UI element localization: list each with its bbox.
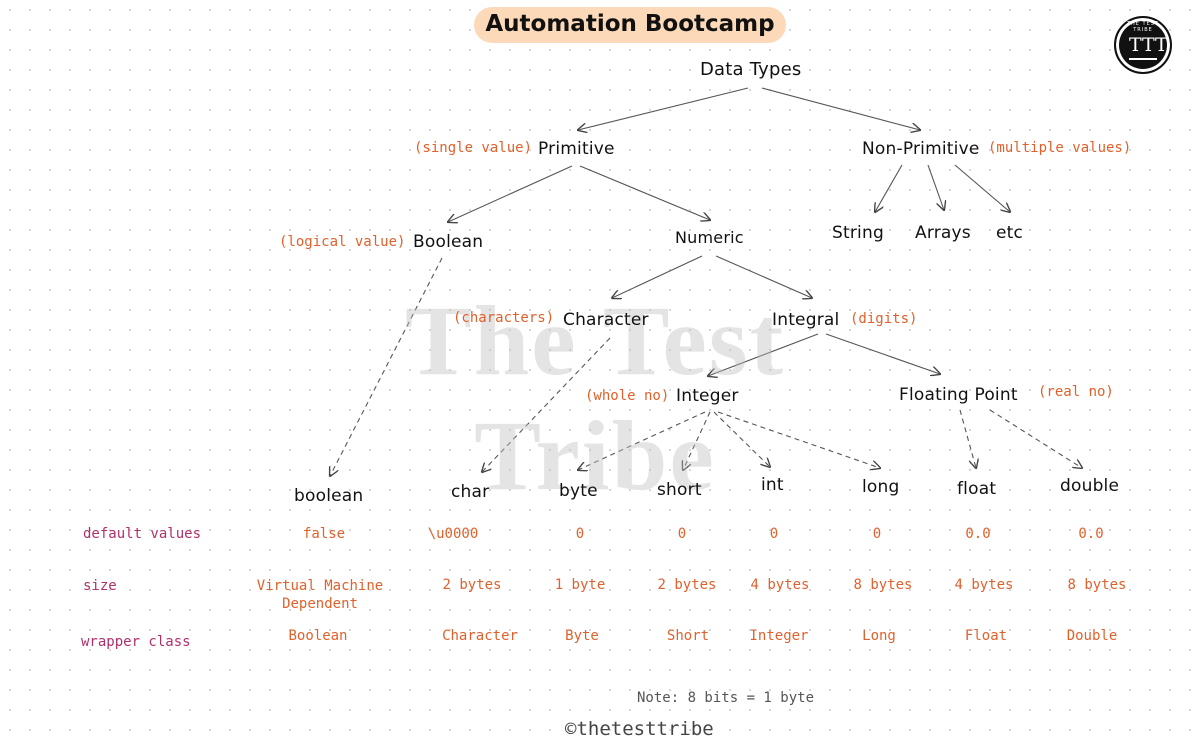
wrapper-char: Character (442, 628, 518, 644)
node-floating-point: Floating Point (899, 385, 1018, 405)
note-real-no: (real no) (1038, 384, 1114, 400)
footer-note: Note: 8 bits = 1 byte (637, 690, 815, 706)
size-short: 2 bytes (657, 577, 717, 593)
note-multiple-values: (multiple values) (988, 140, 1132, 156)
wrapper-double: Double (1066, 628, 1118, 644)
type-long: long (862, 477, 900, 497)
wrapper-boolean: Boolean (288, 628, 348, 644)
node-integer: Integer (676, 386, 739, 406)
edge-root-nonprimitive (761, 87, 920, 130)
brand-logo: THE TEST TRIBE TTT (1114, 16, 1172, 74)
type-int: int (761, 475, 784, 495)
wrapper-float: Float (964, 628, 1008, 644)
node-etc: etc (996, 223, 1024, 243)
page-title: Automation Bootcamp (485, 11, 775, 37)
footer-brand: ©thetesttribe (565, 718, 714, 740)
type-double: double (1060, 476, 1120, 496)
wrapper-int: Integer (749, 628, 809, 644)
node-arrays: Arrays (915, 223, 971, 243)
note-single-value: (single value) (414, 140, 533, 156)
note-characters: (characters) (453, 310, 555, 326)
type-float: float (957, 479, 997, 499)
default-double: 0.0 (1078, 526, 1104, 542)
edge-np-string (875, 164, 903, 212)
size-boolean: Virtual Machine Dependent (256, 578, 384, 612)
edge-root-primitive (578, 87, 749, 130)
edge-floating-double (989, 409, 1082, 468)
edge-boolean-type (330, 257, 443, 476)
note-whole-no: (whole no) (585, 388, 670, 404)
node-character: Character (563, 310, 649, 330)
type-char: char (451, 482, 490, 502)
row-label-size: size (83, 578, 117, 594)
node-numeric: Numeric (675, 228, 744, 247)
size-long: 8 bytes (853, 577, 913, 593)
title-highlight (474, 7, 786, 43)
size-byte: 1 byte (554, 577, 606, 593)
edge-integer-int (713, 411, 770, 467)
edge-numeric-character (612, 255, 703, 298)
edge-primitive-numeric (579, 165, 710, 220)
logo-glyph: TTT (1129, 32, 1168, 60)
default-byte: 0 (575, 526, 585, 542)
row-label-wrapper-class: wrapper class (81, 634, 191, 650)
edge-integer-byte (578, 411, 706, 470)
edge-integer-short (683, 411, 711, 470)
row-label-default-values: default values (83, 526, 202, 542)
type-byte: byte (559, 481, 598, 501)
size-char: 2 bytes (442, 577, 502, 593)
default-int: 0 (769, 526, 779, 542)
logo-ring-text: THE TEST TRIBE (1126, 21, 1159, 33)
node-boolean: Boolean (413, 232, 484, 252)
default-short: 0 (677, 526, 687, 542)
edge-character-char (482, 337, 611, 472)
node-string: String (832, 223, 884, 243)
wrapper-long: Long (862, 628, 896, 644)
edge-integral-integer (708, 333, 819, 376)
note-logical-value: (logical value) (279, 234, 406, 250)
default-long: 0 (872, 526, 882, 542)
note-digits: (digits) (850, 311, 918, 327)
type-short: short (657, 480, 702, 500)
wrapper-short: Short (666, 628, 710, 644)
default-char: \u0000 (427, 526, 479, 542)
type-boolean: boolean (294, 486, 364, 506)
wrapper-byte: Byte (565, 628, 599, 644)
edge-numeric-integral (715, 255, 812, 298)
size-int: 4 bytes (750, 577, 810, 593)
node-integral: Integral (772, 310, 840, 330)
size-float: 4 bytes (954, 577, 1014, 593)
default-boolean: false (302, 526, 346, 542)
edge-floating-float (959, 409, 976, 468)
edge-integer-long (717, 411, 880, 468)
node-primitive: Primitive (538, 139, 615, 159)
edge-np-arrays (927, 164, 944, 210)
node-non-primitive: Non-Primitive (862, 139, 980, 159)
edge-primitive-boolean (448, 165, 573, 222)
default-float: 0.0 (965, 526, 991, 542)
size-double: 8 bytes (1067, 577, 1127, 593)
edge-np-etc (954, 164, 1010, 212)
node-data-types: Data Types (700, 59, 802, 80)
edge-integral-floating (825, 333, 940, 374)
